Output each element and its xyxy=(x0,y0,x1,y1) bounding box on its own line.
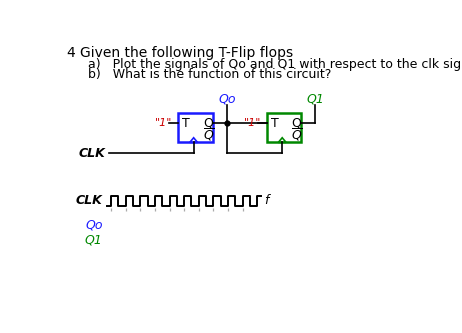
Text: f: f xyxy=(264,194,268,207)
Text: Q1: Q1 xyxy=(85,234,103,247)
Text: CLK: CLK xyxy=(79,147,105,160)
Text: "1": "1" xyxy=(244,118,261,128)
Text: a)   Plot the signals of Qo and Q1 with respect to the clk signal.: a) Plot the signals of Qo and Q1 with re… xyxy=(88,58,462,71)
Bar xyxy=(267,113,301,143)
Bar xyxy=(178,113,213,143)
Text: $\overline{Q}$: $\overline{Q}$ xyxy=(203,127,215,143)
Text: Q: Q xyxy=(292,117,301,130)
Text: 4: 4 xyxy=(67,46,75,60)
Text: T: T xyxy=(182,117,190,130)
Text: T: T xyxy=(271,117,279,130)
Text: Given the following T-Flip flops: Given the following T-Flip flops xyxy=(80,46,293,60)
Text: Q: Q xyxy=(203,117,213,130)
Text: $\overline{Q}$: $\overline{Q}$ xyxy=(292,127,303,143)
Text: b)   What is the function of this circuit?: b) What is the function of this circuit? xyxy=(88,68,332,81)
Text: "1": "1" xyxy=(155,118,172,128)
Text: Q1: Q1 xyxy=(306,93,324,106)
Text: Qo: Qo xyxy=(85,218,103,231)
Text: Qo: Qo xyxy=(218,93,236,106)
Text: CLK: CLK xyxy=(76,194,103,207)
